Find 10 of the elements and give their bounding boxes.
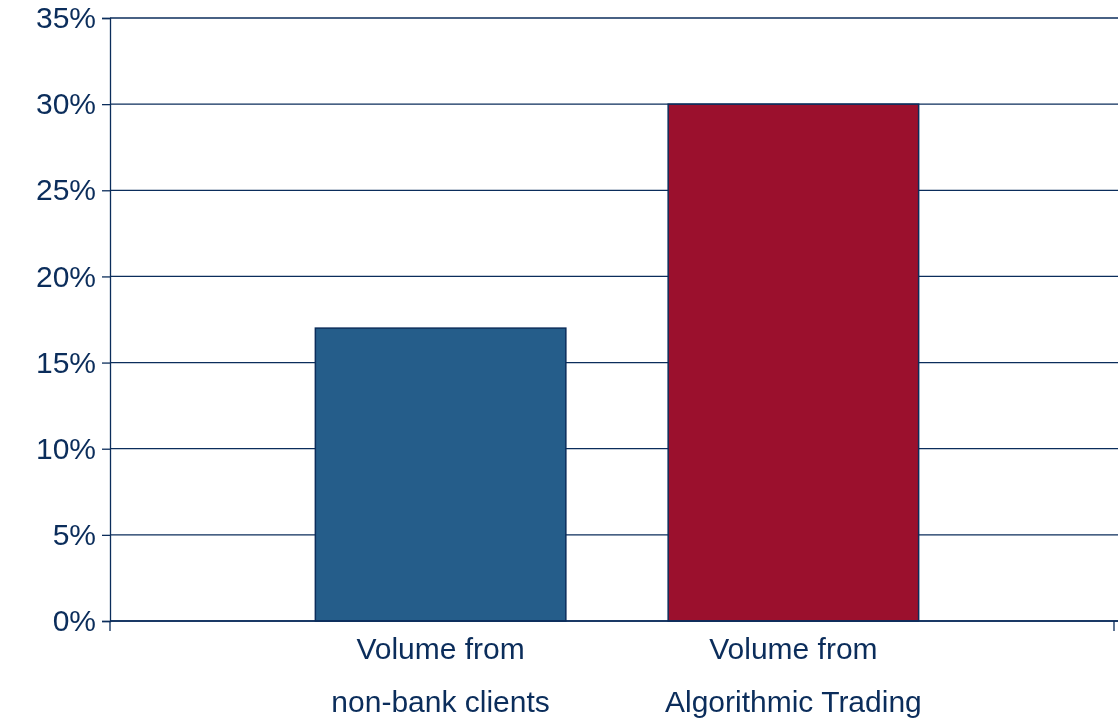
y-tick-label: 35% (35, 1, 96, 35)
y-tick-label: 0% (52, 604, 96, 638)
x-tick-label: Volume from Algorithmic Trading (665, 632, 922, 718)
y-tick-label: 10% (35, 431, 96, 465)
y-tick-label: 30% (35, 87, 96, 121)
y-tick-label: 20% (35, 259, 96, 293)
y-tick-label: 25% (35, 173, 96, 207)
x-tick-label: Volume from non-bank clients (331, 632, 550, 718)
y-tick-label: 5% (52, 517, 96, 551)
y-tick-label: 15% (35, 345, 96, 379)
